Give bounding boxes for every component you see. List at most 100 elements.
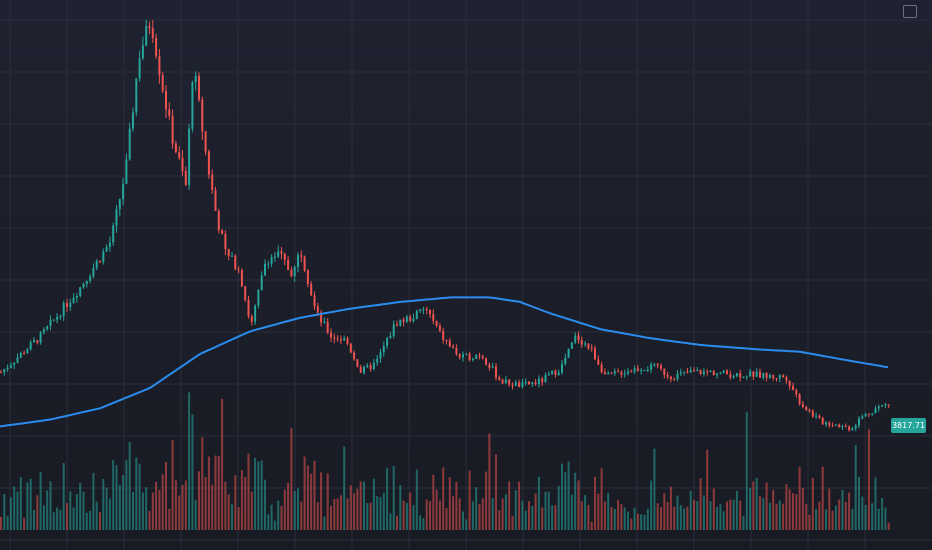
volume-bar (148, 510, 151, 530)
volume-bar (422, 518, 425, 530)
candle-body (326, 321, 329, 333)
candle-body (438, 325, 441, 331)
candle-body (161, 75, 164, 91)
candle-body (290, 269, 293, 276)
candle-body (838, 424, 841, 428)
volume-bar (326, 473, 329, 530)
candle-body (693, 370, 695, 372)
volume-bar (798, 466, 801, 530)
candle-body (689, 370, 692, 373)
candle-body (330, 332, 332, 338)
volume-bar (881, 498, 884, 530)
candle-body (138, 58, 141, 79)
candle-body (511, 384, 514, 386)
candle-body (19, 352, 22, 358)
candle-body (696, 369, 699, 372)
volume-bar (151, 492, 154, 530)
candle-body (613, 371, 616, 374)
volume-bar (280, 505, 283, 530)
volume-bar (504, 494, 507, 530)
candle-body (627, 371, 629, 374)
candle-body (145, 26, 148, 46)
candle-body (237, 269, 240, 271)
candle-body (759, 371, 761, 378)
volume-bar (676, 495, 679, 530)
candle-body (293, 266, 296, 276)
volume-bar (465, 519, 468, 530)
volume-bar (561, 463, 563, 530)
volume-bar (818, 501, 821, 530)
volume-bar (679, 505, 682, 530)
candle-body (570, 342, 573, 349)
candle-body (29, 342, 32, 350)
volume-bar (250, 491, 253, 530)
candle-body (79, 287, 82, 296)
volume-bar (399, 485, 402, 530)
candle-body (884, 404, 887, 406)
candle-body (475, 355, 478, 359)
candle-body (587, 343, 590, 349)
candle-body (498, 377, 501, 380)
volume-bar (488, 433, 491, 530)
volume-bar (376, 496, 379, 530)
volume-bar (699, 478, 702, 530)
candle-body (148, 26, 151, 29)
volume-bar (204, 476, 207, 530)
volume-bar (597, 493, 600, 530)
volume-bar (831, 510, 834, 530)
candle-body (132, 112, 134, 129)
volume-bar (627, 511, 629, 530)
volume-bar (594, 476, 596, 530)
volume-bar (356, 488, 359, 530)
candle-body (320, 312, 323, 323)
candle-body (379, 352, 382, 359)
candle-body (412, 318, 415, 321)
candle-body (514, 382, 517, 386)
candle-body (353, 352, 356, 360)
candle-body (52, 319, 55, 321)
candle-body (392, 324, 395, 337)
candle-body (577, 335, 580, 341)
candle-body (207, 151, 210, 175)
volume-bar (788, 489, 791, 530)
volume-bar (66, 503, 68, 530)
volume-bar (297, 488, 299, 530)
candle-body (603, 372, 606, 375)
candle-body (541, 378, 544, 383)
volume-bar (864, 505, 867, 530)
volume-bar (462, 511, 464, 530)
candle-body (115, 209, 118, 226)
volume-bar (158, 489, 161, 530)
volume-bar (19, 477, 22, 530)
candle-body (854, 425, 857, 429)
volume-bar (0, 516, 2, 530)
volume-bar (749, 487, 752, 530)
volume-bar (801, 487, 804, 530)
candle-body (481, 356, 484, 359)
volume-bar (372, 478, 375, 530)
candle-body (125, 159, 128, 184)
volume-bar (392, 466, 395, 530)
volume-bar (290, 428, 293, 530)
volume-bar (861, 496, 864, 530)
volume-bar (323, 516, 326, 530)
candle-body (231, 255, 233, 257)
volume-bar (511, 516, 514, 530)
candle-body (643, 370, 646, 372)
candle-body (16, 357, 19, 363)
candle-body (227, 249, 230, 256)
candle-body (656, 364, 659, 366)
volume-bar (300, 501, 303, 530)
settings-toggle-icon[interactable] (903, 5, 917, 18)
volume-bar (547, 491, 550, 530)
candle-body (250, 316, 253, 322)
volume-bar (584, 495, 587, 530)
volume-bar (782, 503, 785, 530)
volume-bar (712, 488, 715, 530)
volume-bar (577, 480, 580, 530)
candle-body (673, 379, 676, 381)
candle-body (729, 374, 732, 378)
volume-bar (277, 500, 280, 530)
volume-bar (125, 460, 128, 530)
